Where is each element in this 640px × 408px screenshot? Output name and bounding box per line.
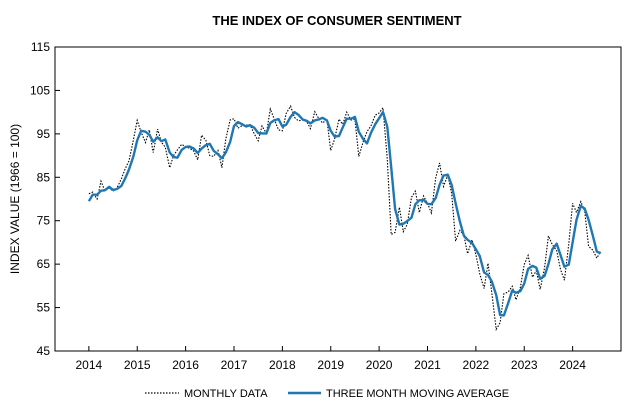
chart-title: THE INDEX OF CONSUMER SENTIMENT (212, 13, 461, 28)
y-axis: 115 105 95 85 75 65 55 45 (30, 40, 60, 358)
x-tick-label: 2024 (559, 358, 586, 372)
y-tick-label: 55 (37, 301, 51, 315)
x-tick-label: 2014 (76, 358, 103, 372)
x-tick-label: 2022 (463, 358, 490, 372)
y-tick-label: 65 (37, 257, 51, 271)
y-tick-label: 85 (37, 170, 51, 184)
x-tick-label: 2017 (221, 358, 248, 372)
x-tick-label: 2023 (511, 358, 538, 372)
series-monthly-line (88, 104, 602, 331)
legend-moving-average-label: THREE MONTH MOVING AVERAGE (326, 388, 509, 400)
legend-monthly-label: MONTHLY DATA (184, 388, 268, 400)
x-axis: 2014 2015 2016 2017 2018 2019 2020 2021 2022 2023… (76, 346, 586, 372)
y-tick-label: 115 (31, 40, 50, 54)
legend: MONTHLY DATA THREE MONTH MOVING AVERAGE (145, 388, 509, 400)
plot-frame (54, 46, 622, 352)
series-group (87, 104, 602, 331)
y-tick-label: 95 (37, 127, 51, 141)
x-tick-label: 2019 (317, 358, 344, 372)
series-moving-average-line (87, 110, 602, 317)
x-tick-label: 2015 (124, 358, 151, 372)
x-tick-label: 2016 (172, 358, 199, 372)
y-tick-label: 75 (37, 214, 51, 228)
y-tick-label: 45 (37, 344, 51, 358)
x-tick-label: 2018 (269, 358, 296, 372)
y-tick-label: 105 (30, 83, 50, 97)
x-tick-label: 2021 (414, 358, 441, 372)
y-axis-title: INDEX VALUE (1966 = 100) (8, 124, 22, 274)
x-tick-label: 2020 (366, 358, 393, 372)
